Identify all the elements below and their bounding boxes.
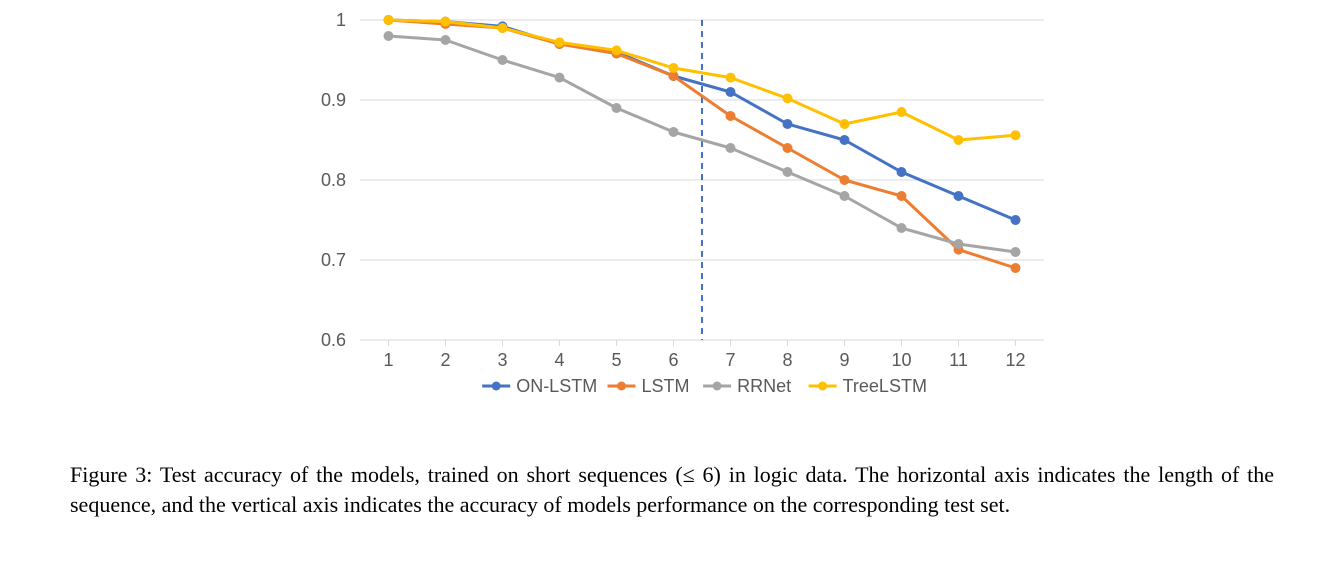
x-tick-label: 11 [949,350,968,370]
series-marker [783,120,792,129]
series-marker [555,73,564,82]
series-marker [498,24,507,33]
line-chart: 0.60.70.80.91123456789101112ON-LSTMLSTMR… [290,10,1054,430]
series-marker [1011,131,1020,140]
legend-label: ON-LSTM [516,376,597,396]
series-marker [897,192,906,201]
legend-label: RRNet [737,376,791,396]
series-marker [441,17,450,26]
series-marker [441,36,450,45]
series-marker [498,56,507,65]
x-tick-label: 3 [497,350,507,370]
series-marker [783,168,792,177]
x-tick-label: 5 [611,350,621,370]
series-marker [555,38,564,47]
series-marker [954,136,963,145]
x-tick-label: 8 [782,350,792,370]
series-marker [954,192,963,201]
series-marker [1011,216,1020,225]
series-marker [840,176,849,185]
page: 0.60.70.80.91123456789101112ON-LSTMLSTMR… [0,0,1344,568]
series-marker [612,104,621,113]
y-tick-label: 0.8 [321,170,346,190]
series-marker [840,136,849,145]
x-tick-label: 7 [725,350,735,370]
series-marker [783,94,792,103]
x-tick-label: 4 [554,350,564,370]
series-marker [384,16,393,25]
legend-label: TreeLSTM [843,376,927,396]
series-marker [726,88,735,97]
series-marker [726,144,735,153]
x-tick-label: 10 [891,350,911,370]
y-tick-label: 0.9 [321,90,346,110]
x-tick-label: 1 [383,350,393,370]
series-marker [612,46,621,55]
series-marker [897,168,906,177]
y-tick-label: 0.6 [321,330,346,350]
series-marker [840,120,849,129]
series-marker [1011,248,1020,257]
series-marker [669,64,678,73]
series-marker [384,32,393,41]
series-marker [726,73,735,82]
y-tick-label: 0.7 [321,250,346,270]
series-marker [783,144,792,153]
x-tick-label: 12 [1005,350,1025,370]
series-marker [897,108,906,117]
x-tick-label: 2 [440,350,450,370]
x-tick-label: 6 [668,350,678,370]
legend-label: LSTM [642,376,690,396]
x-tick-label: 9 [839,350,849,370]
figure-caption: Figure 3: Test accuracy of the models, t… [70,460,1274,519]
y-tick-label: 1 [336,10,346,30]
series-marker [840,192,849,201]
series-marker [897,224,906,233]
series-marker [669,128,678,137]
chart-container: 0.60.70.80.91123456789101112ON-LSTMLSTMR… [290,10,1054,430]
series-marker [954,240,963,249]
series-marker [726,112,735,121]
series-marker [1011,264,1020,273]
